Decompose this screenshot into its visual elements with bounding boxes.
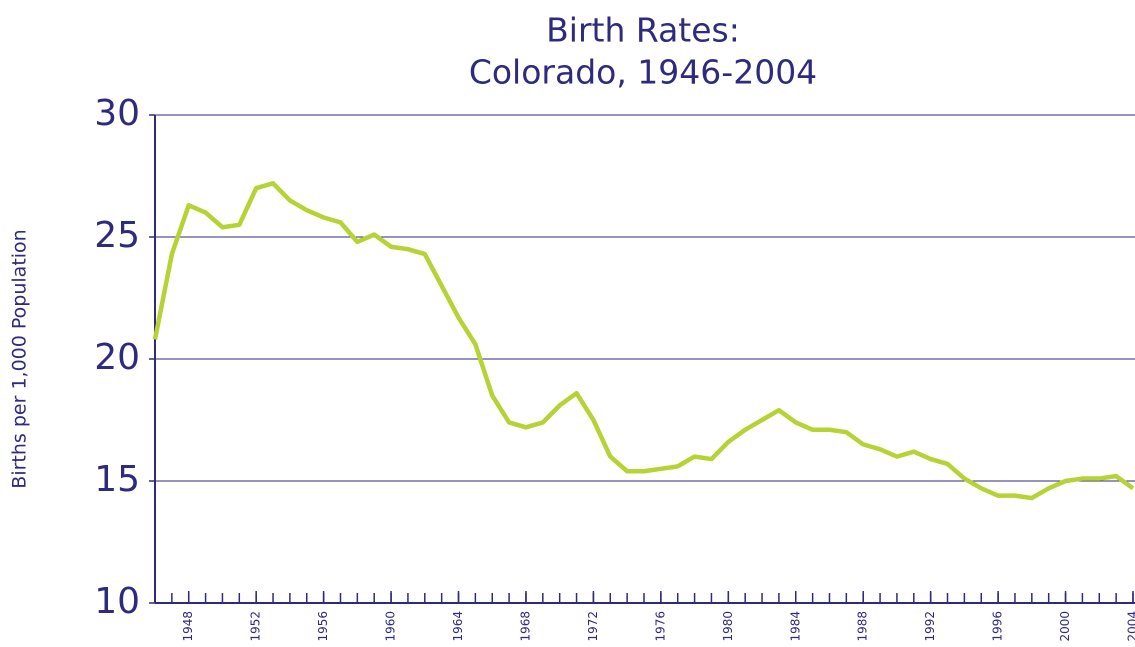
x-tick-label: 1976 xyxy=(653,611,667,642)
x-tick-label: 1956 xyxy=(316,611,330,642)
y-tick-label: 30 xyxy=(94,93,140,134)
chart-title: Birth Rates: xyxy=(546,11,740,50)
x-tick-label: 1988 xyxy=(856,611,870,642)
x-tick-label: 2004 xyxy=(1126,611,1135,642)
x-tick-label: 1996 xyxy=(991,611,1005,642)
x-tick-label: 1964 xyxy=(451,611,465,642)
x-tick-label: 1980 xyxy=(721,611,735,642)
data-line xyxy=(152,181,1135,501)
x-tick-label: 2000 xyxy=(1058,611,1072,642)
x-tick-label: 1992 xyxy=(923,611,937,642)
y-tick-label: 25 xyxy=(94,215,140,256)
y-tick-label: 20 xyxy=(94,337,140,378)
x-tick-label: 1968 xyxy=(518,611,532,642)
x-tick-label: 1960 xyxy=(384,611,398,642)
x-tick-label: 1952 xyxy=(249,611,263,642)
y-axis-label: Births per 1,000 Population xyxy=(9,229,31,488)
y-tick-label: 15 xyxy=(94,459,140,500)
x-tick-label: 1972 xyxy=(586,611,600,642)
x-tick-label: 1948 xyxy=(181,611,195,642)
x-tick-label: 1984 xyxy=(788,611,802,642)
y-tick-label: 10 xyxy=(94,581,140,622)
chart-subtitle: Colorado, 1946-2004 xyxy=(469,53,817,92)
